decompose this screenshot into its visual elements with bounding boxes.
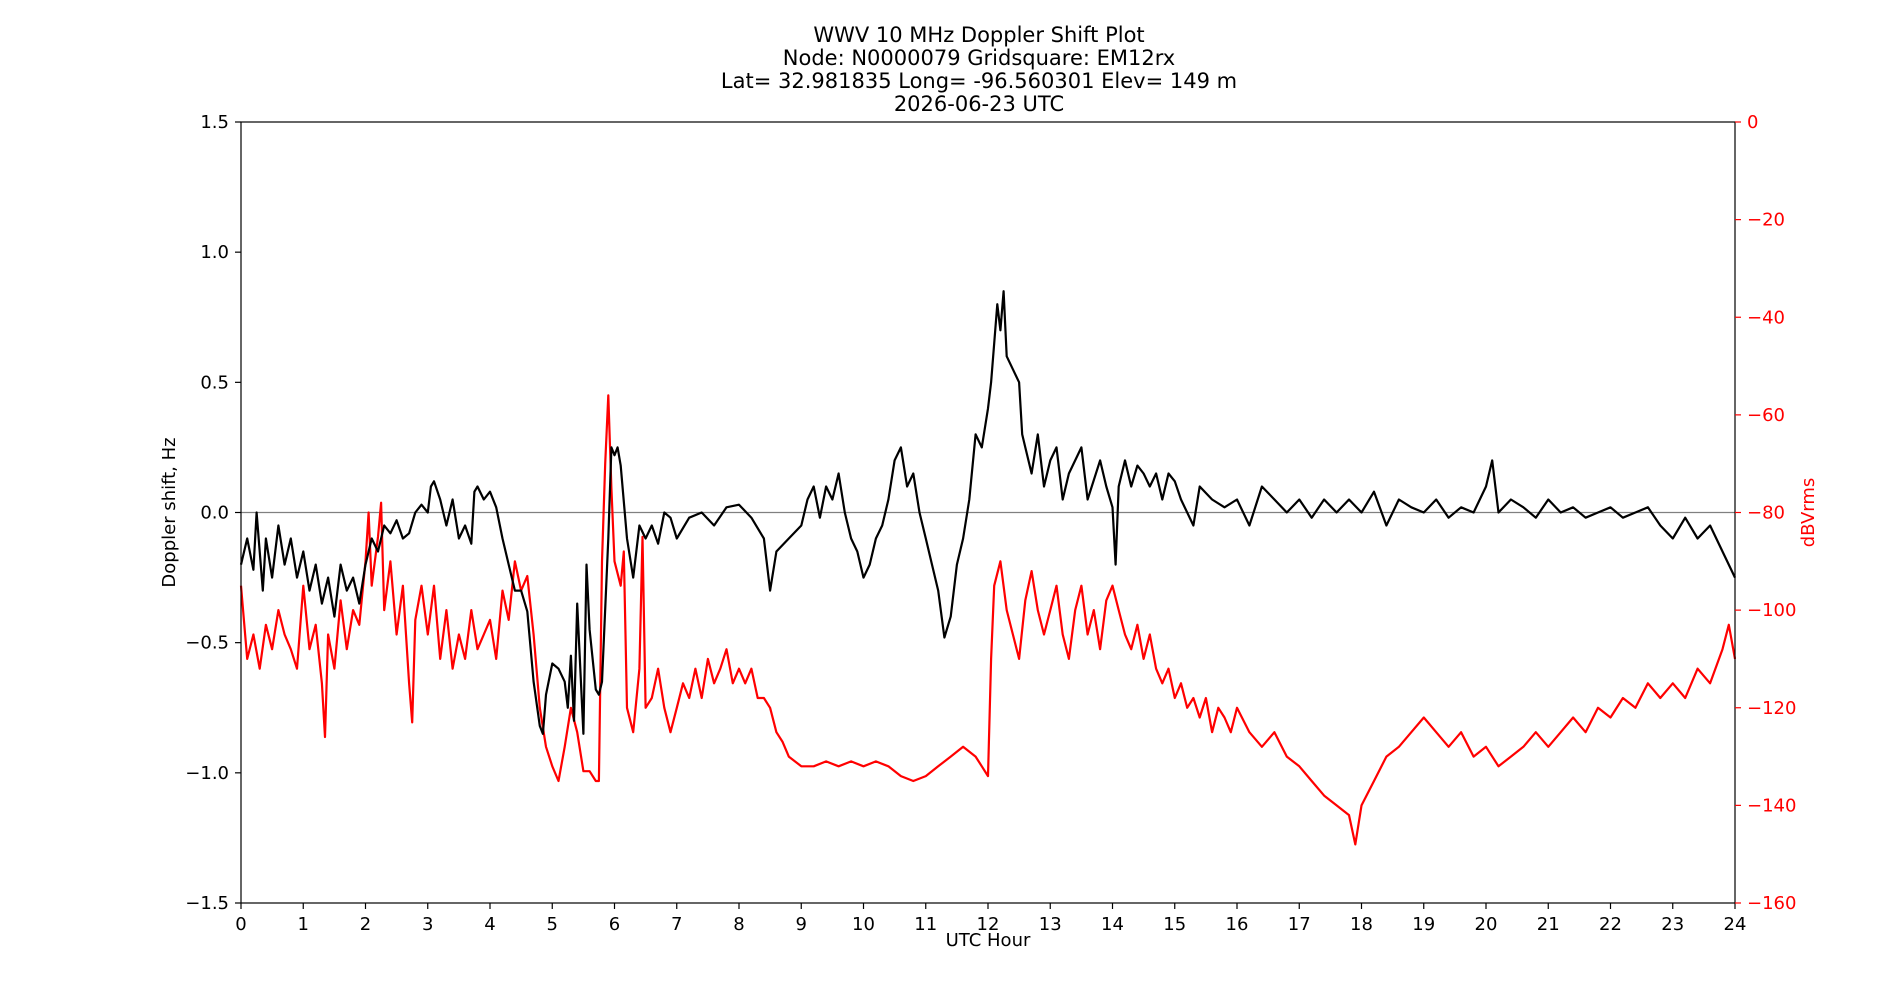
y2-tick-label: −60 [1747, 405, 1785, 426]
x-tick-label: 12 [977, 914, 1000, 935]
y-tick-label: −1.0 [185, 763, 229, 784]
x-tick-label: 19 [1412, 914, 1435, 935]
y-tick-label: 0.0 [200, 503, 229, 524]
y2-tick-label: 0 [1747, 112, 1758, 133]
y-tick-label: 1.5 [200, 112, 229, 133]
x-tick-label: 8 [733, 914, 744, 935]
x-axis: 0 1 2 3 4 5 6 7 8 9 10 11 12 13 14 15 16 17 18 19 20 21 22 23 24 [235, 903, 1746, 935]
x-tick-label: 5 [547, 914, 558, 935]
y-axis-label-right: dBVrms [1798, 478, 1819, 548]
y2-tick-label: −100 [1747, 600, 1796, 621]
chart-title: WWV 10 MHz Doppler Shift Plot Node: N000… [721, 23, 1237, 116]
title-line-4: 2026-06-23 UTC [894, 92, 1064, 116]
x-tick-label: 9 [796, 914, 807, 935]
y-tick-label: −0.5 [185, 633, 229, 654]
x-tick-label: 15 [1163, 914, 1186, 935]
x-tick-label: 23 [1661, 914, 1684, 935]
x-tick-label: 24 [1724, 914, 1747, 935]
doppler-shift-line [239, 290, 1736, 735]
y-tick-label: 1.0 [200, 242, 229, 263]
x-tick-label: 21 [1537, 914, 1560, 935]
y-tick-label: −1.5 [185, 893, 229, 914]
x-tick-label: 16 [1226, 914, 1249, 935]
title-line-2: Node: N0000079 Gridsquare: EM12rx [783, 46, 1175, 70]
x-tick-label: 17 [1288, 914, 1311, 935]
title-line-1: WWV 10 MHz Doppler Shift Plot [813, 23, 1144, 47]
x-tick-label: 11 [914, 914, 937, 935]
x-tick-label: 18 [1350, 914, 1373, 935]
title-line-3: Lat= 32.981835 Long= -96.560301 Elev= 14… [721, 69, 1237, 93]
y2-tick-label: −140 [1747, 795, 1796, 816]
x-tick-label: 3 [422, 914, 433, 935]
y-axis-label-left: Doppler shift, Hz [159, 437, 180, 587]
y2-tick-label: −20 [1747, 210, 1785, 231]
y2-tick-label: −120 [1747, 698, 1796, 719]
x-tick-label: 13 [1039, 914, 1062, 935]
x-tick-label: 20 [1475, 914, 1498, 935]
x-tick-label: 6 [609, 914, 620, 935]
x-tick-label: 22 [1599, 914, 1622, 935]
y-axis-right: −160 −140 −120 −100 −80 −60 −40 −20 0 [1735, 112, 1796, 914]
x-axis-label: UTC Hour [946, 930, 1031, 951]
y2-tick-label: −80 [1747, 503, 1785, 524]
x-tick-label: 7 [671, 914, 682, 935]
x-tick-label: 10 [852, 914, 875, 935]
y-axis-left: −1.5 −1.0 −0.5 0.0 0.5 1.0 1.5 [185, 112, 241, 914]
y-tick-label: 0.5 [200, 372, 229, 393]
signal-level-line [239, 394, 1737, 846]
x-tick-label: 0 [235, 914, 246, 935]
x-tick-label: 14 [1101, 914, 1124, 935]
y2-tick-label: −40 [1747, 307, 1785, 328]
x-tick-label: 4 [484, 914, 495, 935]
x-tick-label: 1 [298, 914, 309, 935]
x-tick-label: 2 [360, 914, 371, 935]
series-layer [239, 290, 1737, 846]
y2-tick-label: −160 [1747, 893, 1796, 914]
